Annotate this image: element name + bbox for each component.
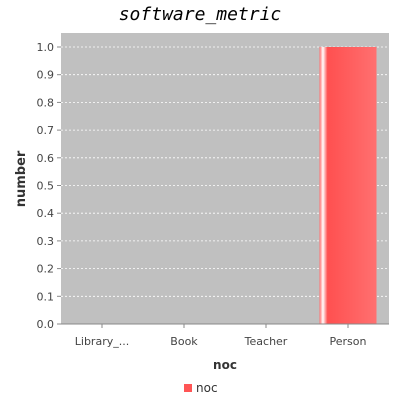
y-tick-label: 0.6 [37,152,55,165]
y-tick-label: 0.3 [37,235,55,248]
x-axis-label: noc [213,358,237,372]
y-axis-label: number [14,150,29,207]
legend-label: noc [196,381,218,395]
y-tick-label: 1.0 [37,41,55,54]
y-tick-label: 0.2 [37,263,55,276]
bar-person [320,47,377,324]
chart-title: software_metric [119,4,282,25]
x-tick-label: Person [330,335,367,348]
y-axis-ticks: 0.0 0.1 0.2 0.3 0.4 0.5 0.6 0.7 0.8 0.9 1.0 [37,41,62,331]
x-axis-ticks: Library_... Book Teacher Person [75,324,367,348]
y-tick-label: 0.0 [37,318,55,331]
x-tick-label: Book [170,335,198,348]
y-tick-label: 0.1 [37,290,55,303]
x-tick-label: Teacher [244,335,288,348]
y-tick-label: 0.7 [37,124,55,137]
y-tick-label: 0.5 [37,180,55,193]
y-tick-label: 0.9 [37,69,55,82]
y-tick-label: 0.8 [37,96,55,109]
x-tick-label: Library_... [75,335,129,348]
legend-swatch [184,384,192,392]
bars [320,47,377,324]
legend: noc [184,381,218,395]
y-tick-label: 0.4 [37,207,55,220]
